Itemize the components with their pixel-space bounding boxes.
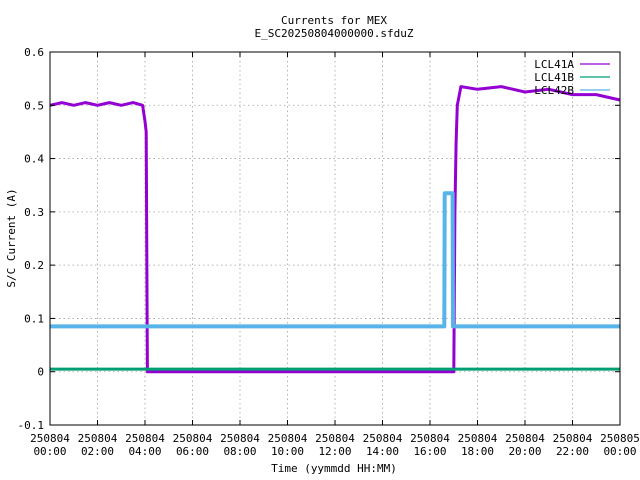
- y-tick-label: 0.4: [24, 153, 44, 166]
- series-line-lcl41a: [49, 85, 621, 374]
- chart-title: Currents for MEX: [281, 14, 387, 27]
- x-tick-label-time: 08:00: [223, 445, 256, 458]
- y-tick-label: 0.1: [24, 312, 44, 325]
- chart-subtitle: E_SC20250804000000.sfduZ: [255, 27, 414, 40]
- x-tick-label-time: 00:00: [33, 445, 66, 458]
- grid-lines: [50, 52, 620, 425]
- x-tick-label-date: 250804: [125, 432, 165, 445]
- x-tick-label-date: 250804: [505, 432, 545, 445]
- y-tick-label: 0.3: [24, 206, 44, 219]
- x-tick-label-time: 20:00: [508, 445, 541, 458]
- x-tick-label-date: 250804: [458, 432, 498, 445]
- x-tick-label-date: 250805: [600, 432, 640, 445]
- legend-label-lcl41a: LCL41A: [534, 58, 574, 71]
- x-tick-label-time: 14:00: [366, 445, 399, 458]
- x-tick-label-date: 250804: [220, 432, 260, 445]
- x-tick-label-time: 18:00: [461, 445, 494, 458]
- series-line-lcl42b: [50, 191, 620, 329]
- y-tick-label: 0: [37, 366, 44, 379]
- y-tick-label: 0.2: [24, 259, 44, 272]
- legend: LCL41A LCL41B LCL42B: [534, 58, 610, 97]
- x-tick-label-time: 16:00: [413, 445, 446, 458]
- series-layer: [49, 85, 621, 374]
- y-tick-label: -0.1: [18, 419, 45, 432]
- x-tick-label-time: 04:00: [128, 445, 161, 458]
- x-tick-label-date: 250804: [268, 432, 308, 445]
- x-tick-label-date: 250804: [173, 432, 213, 445]
- y-tick-label: 0.6: [24, 46, 44, 59]
- legend-label-lcl42b: LCL42B: [534, 84, 574, 97]
- x-tick-label-date: 250804: [78, 432, 118, 445]
- x-tick-label-date: 250804: [363, 432, 403, 445]
- x-tick-label-time: 10:00: [271, 445, 304, 458]
- x-tick-label-time: 12:00: [318, 445, 351, 458]
- x-tick-label-time: 02:00: [81, 445, 114, 458]
- y-tick-label: 0.5: [24, 99, 44, 112]
- x-tick-label-date: 250804: [410, 432, 450, 445]
- x-tick-label-date: 250804: [30, 432, 70, 445]
- x-tick-label-time: 06:00: [176, 445, 209, 458]
- y-axis-label: S/C Current (A): [5, 188, 18, 287]
- x-tick-label-date: 250804: [553, 432, 593, 445]
- x-tick-label-time: 00:00: [603, 445, 636, 458]
- x-tick-label-time: 22:00: [556, 445, 589, 458]
- legend-label-lcl41b: LCL41B: [534, 71, 574, 84]
- x-tick-label-date: 250804: [315, 432, 355, 445]
- axis-ticks: -0.100.10.20.30.40.50.625080400:00250804…: [18, 46, 640, 458]
- x-axis-label: Time (yymmdd HH:MM): [271, 462, 397, 475]
